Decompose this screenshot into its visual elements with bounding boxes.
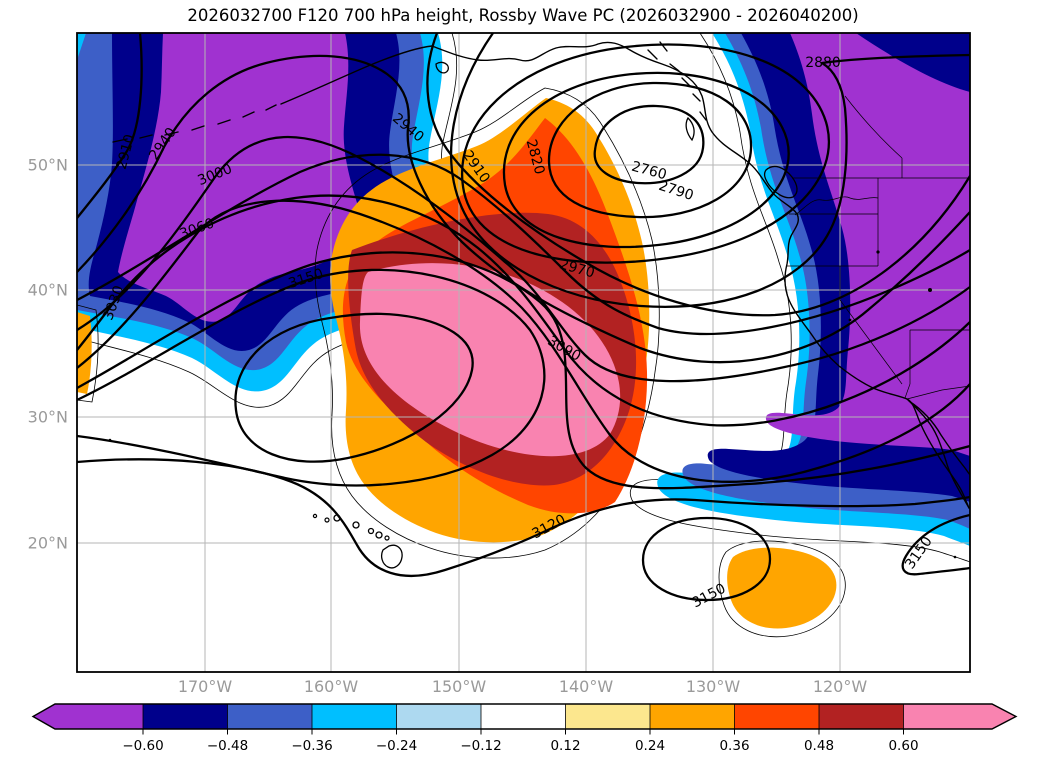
colorbar-segment <box>227 704 312 729</box>
contour-3090 <box>77 251 970 490</box>
map-frame <box>76 32 971 673</box>
aleutian-islands <box>112 104 277 143</box>
contour-3150-oval <box>641 516 772 602</box>
colorbar-outline <box>31 703 1018 730</box>
vancouver-island <box>763 165 798 199</box>
colorbar-tick-label: −0.24 <box>376 738 417 754</box>
lon-tick-label: 120°W <box>813 677 868 696</box>
shading-east-purple <box>765 33 970 456</box>
coastlines <box>108 41 970 569</box>
colorbar-segment <box>143 704 228 729</box>
graticule <box>77 33 970 672</box>
kodiak-island <box>435 61 449 74</box>
contour-label-2880: 2880 <box>805 55 841 71</box>
lat-tick-label: 30°N <box>28 408 68 427</box>
haida-gwaii-island <box>685 116 695 142</box>
colorbar-tick-label: 0.48 <box>804 738 834 754</box>
shading-east-corner-navy <box>856 33 970 92</box>
shading-se-patch-orange <box>727 547 837 629</box>
lat-tick-label: 40°N <box>28 281 68 300</box>
colorbar-segment <box>312 704 397 729</box>
lon-tick-label: 160°W <box>304 677 359 696</box>
colorbar-tick-label: 0.12 <box>550 738 580 754</box>
contour-2970 <box>77 153 970 336</box>
colorbar-tick-label: 0.36 <box>719 738 749 754</box>
contour-3030 <box>77 194 970 427</box>
colorbar-arrow-right <box>903 704 1016 729</box>
colorbar-tick-label: −0.60 <box>122 738 163 754</box>
lat-tick-label: 20°N <box>28 534 68 553</box>
longitude-axis-labels: 170°W 160°W 150°W 140°W 130°W 120°W <box>178 677 868 696</box>
contour-2910 <box>426 33 970 317</box>
contour-2910-west <box>77 33 143 220</box>
contour-3150-hook <box>901 513 970 576</box>
socorro-island-dot <box>953 555 957 559</box>
shading-central-pink <box>359 263 621 457</box>
contour-3060 <box>77 199 970 483</box>
lon-tick-label: 140°W <box>559 677 614 696</box>
coastline-alaska-westcoast <box>280 41 970 509</box>
colorbar-segment <box>565 704 650 729</box>
colorbar-segment <box>734 704 819 729</box>
chart-title: 2026032700 F120 700 hPa height, Rossby W… <box>187 6 858 25</box>
contour-2820 <box>502 71 790 249</box>
contour-3120 <box>77 458 970 578</box>
colorbar-segment <box>396 704 481 729</box>
lon-tick-label: 170°W <box>178 677 233 696</box>
contour-3180 <box>234 312 474 463</box>
coastline-gulf-of-california <box>906 398 970 509</box>
midway-island-dot <box>108 438 112 442</box>
contour-2760 <box>593 104 705 185</box>
latitude-axis-labels: 50°N 40°N 30°N 20°N <box>28 156 68 553</box>
contour-2790 <box>547 81 753 219</box>
map-area <box>77 33 970 672</box>
colorbar-segment <box>650 704 735 729</box>
shading-central-pale-yellow <box>314 87 660 559</box>
lon-tick-label: 150°W <box>432 677 487 696</box>
lat-tick-label: 50°N <box>28 156 68 175</box>
lon-tick-label: 130°W <box>686 677 741 696</box>
alaska-panhandle-islands <box>647 41 707 121</box>
shading-left-strip-yellow <box>77 304 99 403</box>
shading-nw-purple <box>118 33 359 322</box>
colorbar-tick-label: −0.36 <box>291 738 332 754</box>
colorbar: −0.60 −0.48 −0.36 −0.24 −0.12 0.12 0.24 0.36 0.4… <box>31 703 1018 754</box>
colorbar-arrow-left <box>33 704 143 729</box>
colorbar-tick-label: 0.24 <box>635 738 665 754</box>
contour-2880 <box>450 33 970 308</box>
hawaii-islands <box>312 513 403 569</box>
shading-se-patch-yellow <box>718 540 846 638</box>
colorbar-tick-label: −0.48 <box>207 738 248 754</box>
colorbar-segment <box>481 704 566 729</box>
colorbar-tick-label: 0.60 <box>888 738 918 754</box>
colorbar-tick-label: −0.12 <box>460 738 501 754</box>
height-contours <box>77 33 970 602</box>
colorbar-segment <box>819 704 904 729</box>
contour-3150-horseshoe <box>77 268 546 487</box>
state-borders <box>786 95 970 400</box>
shading-left-strip-orange <box>77 312 92 394</box>
contour-3000 <box>77 135 970 383</box>
